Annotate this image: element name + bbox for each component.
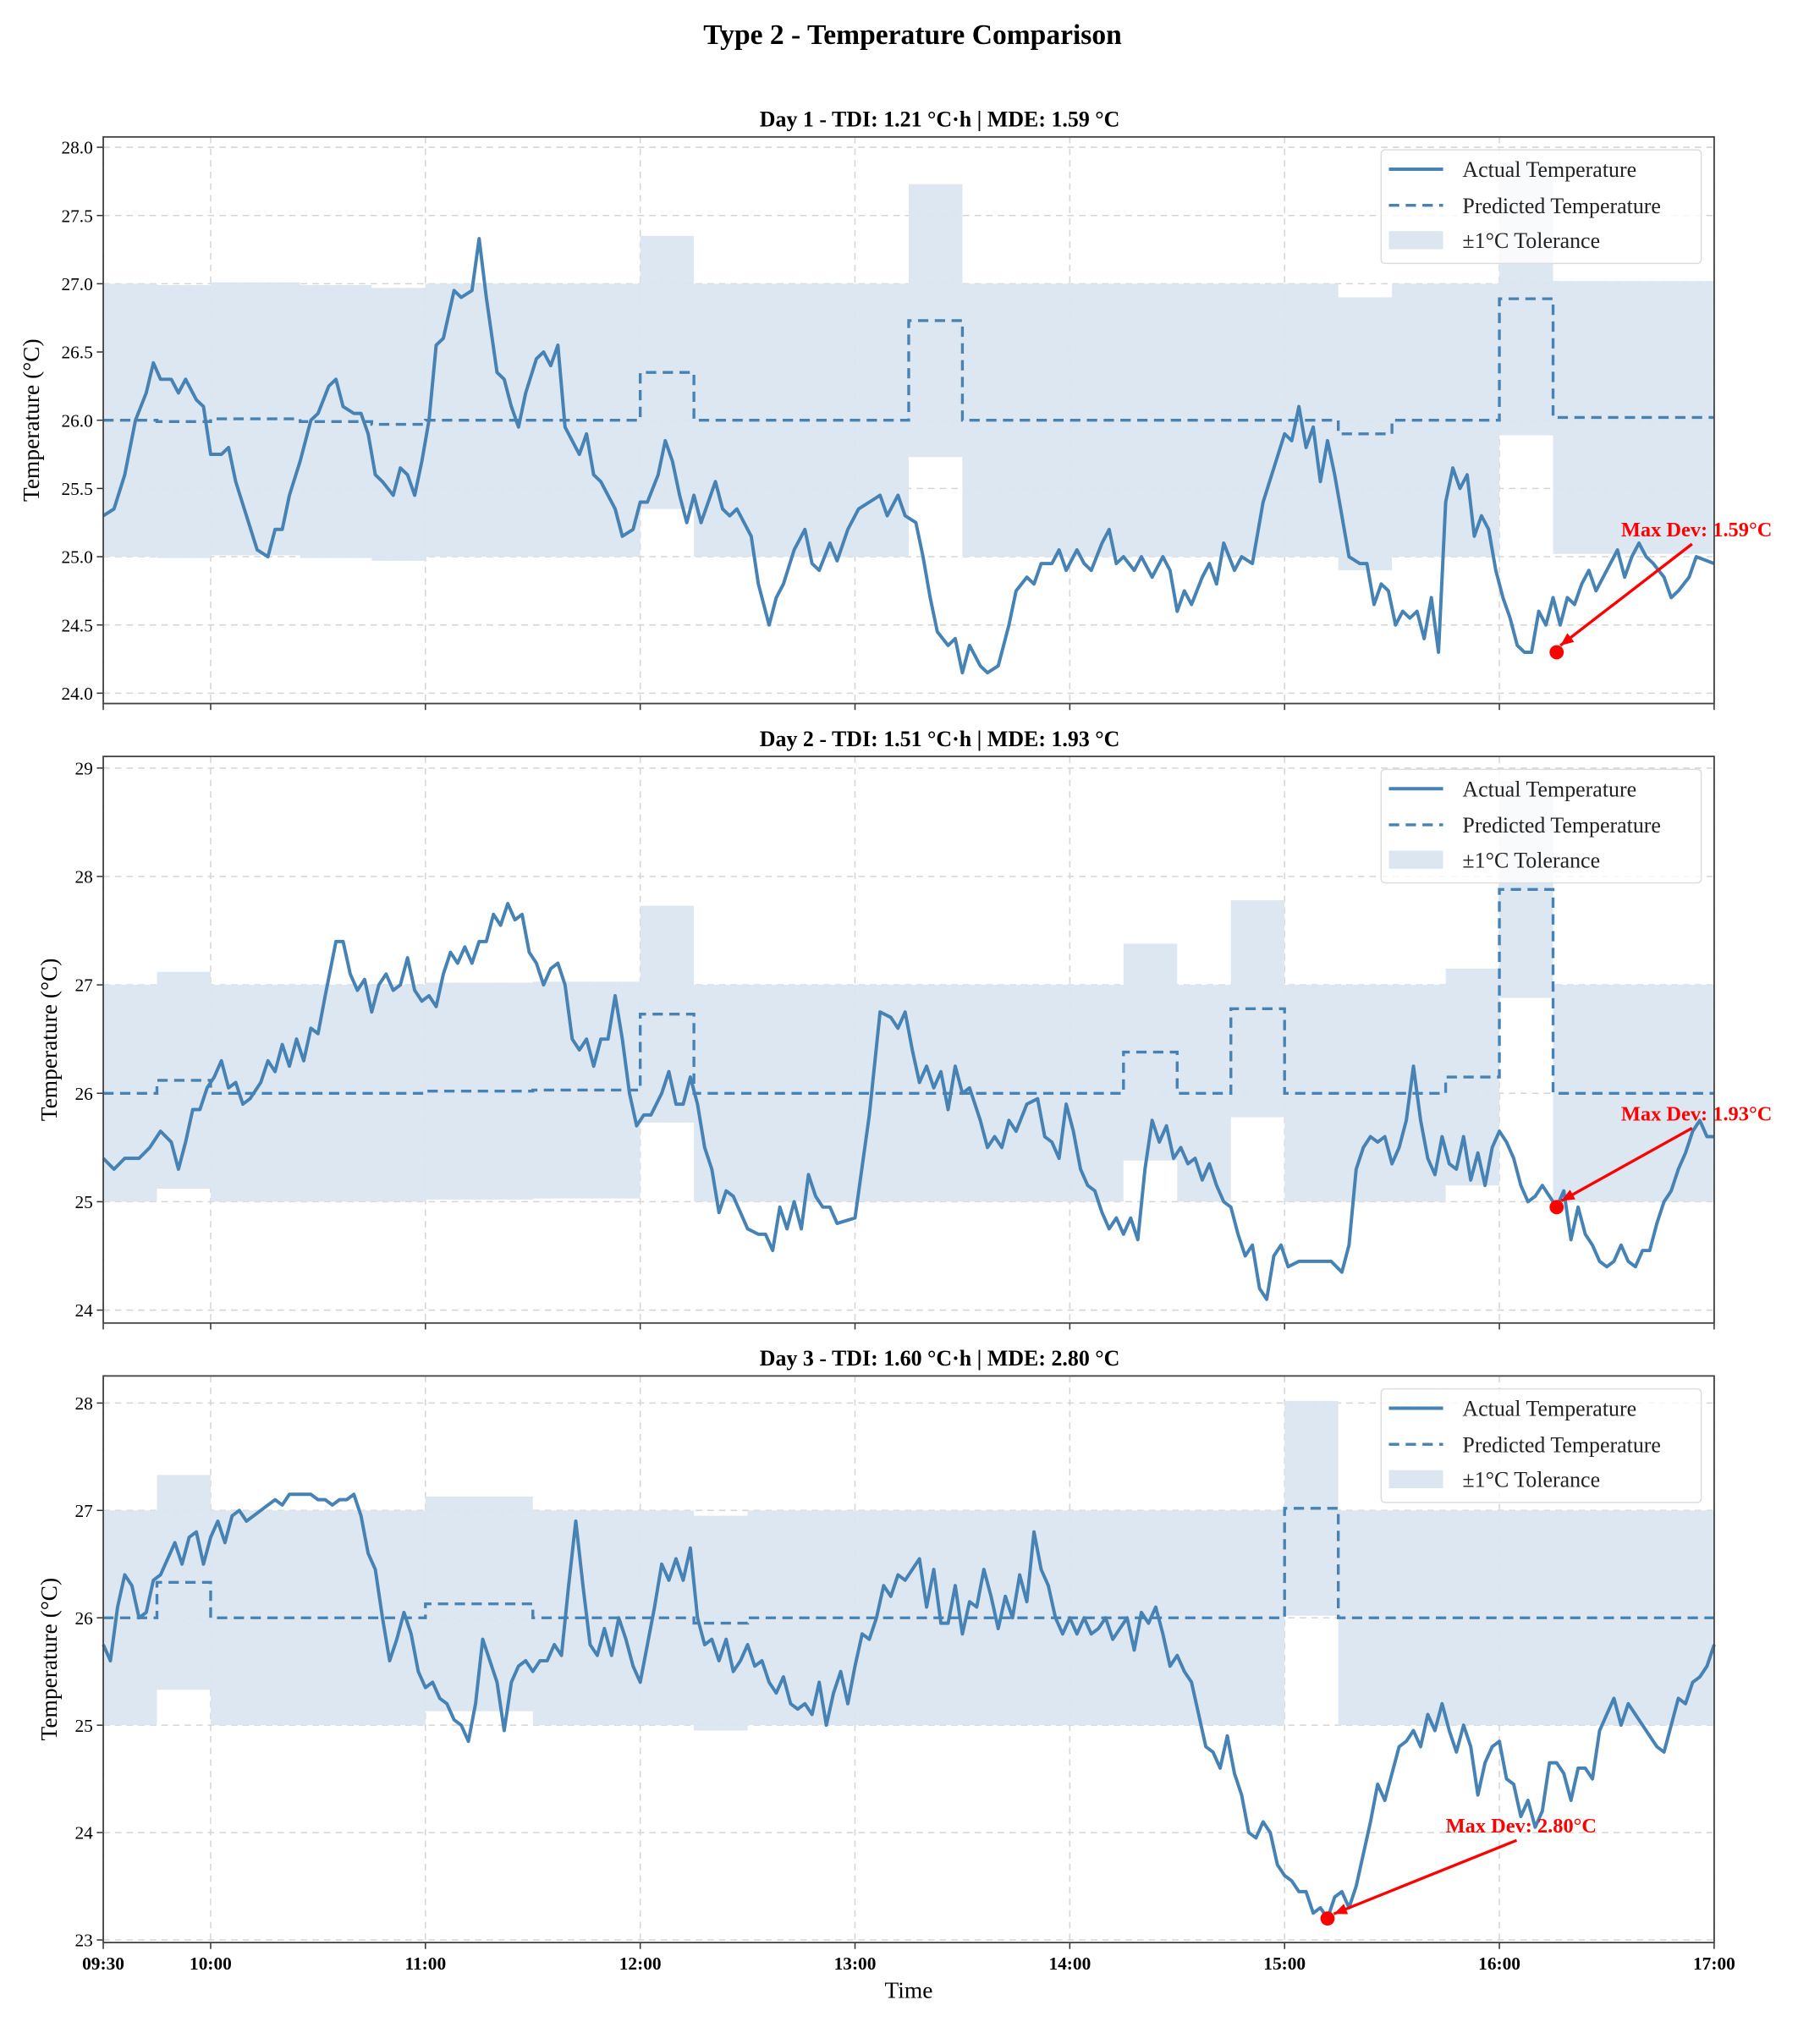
subplot-day-1: Day 1 - TDI: 1.21 °C·h | MDE: 1.59 °C 24.…: [19, 107, 1772, 711]
actual-temperature-line: [102, 1492, 1716, 1920]
legend-predicted-label: Predicted Temperature: [1462, 194, 1661, 218]
actual-temperature-line: [102, 902, 1714, 1301]
max-dev-label: Max Dev: 1.59°C: [1621, 519, 1772, 541]
y-tick-label: 25.0: [61, 547, 92, 568]
y-tick-label: 28: [74, 1393, 92, 1414]
max-dev-point: [1549, 645, 1564, 660]
y-axis-label: Temperature (°C): [36, 1578, 62, 1741]
x-tick-label: 10:00: [190, 1953, 232, 1974]
max-dev-arrowhead: [1333, 1904, 1349, 1915]
y-tick-label: 29: [74, 758, 92, 778]
x-tick-label: 17:00: [1693, 1953, 1735, 1974]
y-tick-label: 25.5: [61, 479, 92, 499]
y-tick-label: 27: [74, 1501, 93, 1521]
legend-tolerance-swatch: [1388, 850, 1443, 869]
subplot-title: Day 2 - TDI: 1.51 °C·h | MDE: 1.93 °C: [760, 727, 1120, 751]
max-dev-arrow: [1333, 1838, 1518, 1915]
subplot-title: Day 1 - TDI: 1.21 °C·h | MDE: 1.59 °C: [760, 107, 1120, 132]
actual-temperature-line: [102, 237, 1715, 675]
y-tick-label: 24.5: [61, 615, 92, 635]
legend-actual-label: Actual Temperature: [1462, 157, 1636, 182]
legend-tolerance-swatch: [1388, 1470, 1443, 1489]
x-tick-label: 12:00: [619, 1953, 662, 1974]
y-tick-label: 26.5: [61, 343, 92, 363]
subplot-day-3: Day 3 - TDI: 1.60 °C·h | MDE: 2.80 °C 23 2…: [36, 1346, 1735, 1974]
y-tick-label: 27.0: [61, 274, 92, 294]
legend-predicted-label: Predicted Temperature: [1462, 1432, 1661, 1457]
legend-actual-label: Actual Temperature: [1462, 777, 1636, 801]
x-tick-label: 11:00: [405, 1953, 447, 1974]
legend: Actual Temperature Predicted Temperature ±…: [1380, 149, 1702, 265]
legend-predicted-label: Predicted Temperature: [1462, 813, 1661, 838]
figure-title: Type 2 - Temperature Comparison: [703, 19, 1122, 51]
predicted-temperature-line: [103, 1507, 1714, 1625]
legend-actual-label: Actual Temperature: [1462, 1397, 1636, 1421]
max-dev-arrow: [1560, 1126, 1693, 1202]
y-tick-label: 26.0: [61, 410, 92, 431]
y-tick-label: 28: [74, 867, 92, 887]
y-axis-label: Temperature (°C): [36, 959, 62, 1122]
plot-frame: [102, 756, 1715, 1324]
y-tick-label: 26: [74, 1084, 93, 1104]
y-tick-label: 27: [74, 975, 93, 996]
y-tick-label: 25: [74, 1192, 92, 1212]
y-tick-label: 23: [74, 1931, 92, 1951]
max-dev-arrowhead: [1561, 1190, 1575, 1201]
tolerance-band: [103, 162, 1714, 571]
max-dev-label: Max Dev: 2.80°C: [1446, 1815, 1597, 1838]
y-tick-label: 25: [74, 1716, 92, 1736]
y-tick-label: 24.0: [61, 684, 92, 704]
legend-box: [1380, 149, 1702, 265]
max-dev-point: [1549, 1200, 1564, 1215]
y-tick-label: 24: [74, 1823, 93, 1843]
subplot-day-2: Day 2 - TDI: 1.51 °C·h | MDE: 1.93 °C 24 2…: [36, 727, 1772, 1330]
tolerance-band: [103, 781, 1714, 1202]
y-axis-label: Temperature (°C): [19, 338, 44, 502]
plot-frame: [102, 135, 1715, 705]
legend-box: [1380, 768, 1702, 884]
subplot-title: Day 3 - TDI: 1.60 °C·h | MDE: 2.80 °C: [760, 1346, 1120, 1371]
predicted-temperature-line: [103, 887, 1714, 1095]
legend: Actual Temperature Predicted Temperature ±…: [1380, 768, 1702, 884]
x-axis-label: Time: [884, 1978, 932, 2003]
y-tick-label: 27.5: [61, 206, 92, 226]
legend-tolerance-label: ±1°C Tolerance: [1462, 848, 1600, 872]
max-dev-arrowhead: [1560, 633, 1575, 646]
legend-tolerance-label: ±1°C Tolerance: [1462, 1468, 1600, 1492]
y-tick-label: 26: [74, 1608, 93, 1629]
max-dev-arrow: [1559, 542, 1693, 647]
legend: Actual Temperature Predicted Temperature ±…: [1380, 1387, 1702, 1503]
tolerance-band: [103, 1400, 1714, 1731]
x-tick-label: 15:00: [1263, 1953, 1306, 1974]
max-dev-point: [1320, 1911, 1335, 1926]
x-tick-label: 14:00: [1048, 1953, 1091, 1974]
x-tick-label: 16:00: [1478, 1953, 1520, 1974]
x-tick-label: 09:30: [82, 1953, 124, 1974]
legend-tolerance-label: ±1°C Tolerance: [1462, 228, 1600, 253]
plot-frame: [102, 1375, 1715, 1943]
predicted-temperature-line: [103, 297, 1714, 436]
legend-box: [1380, 1387, 1702, 1503]
x-tick-label: 13:00: [834, 1953, 877, 1974]
max-dev-label: Max Dev: 1.93°C: [1621, 1102, 1772, 1125]
legend-tolerance-swatch: [1388, 231, 1443, 250]
y-tick-label: 28.0: [61, 138, 92, 158]
y-tick-label: 24: [74, 1300, 93, 1321]
